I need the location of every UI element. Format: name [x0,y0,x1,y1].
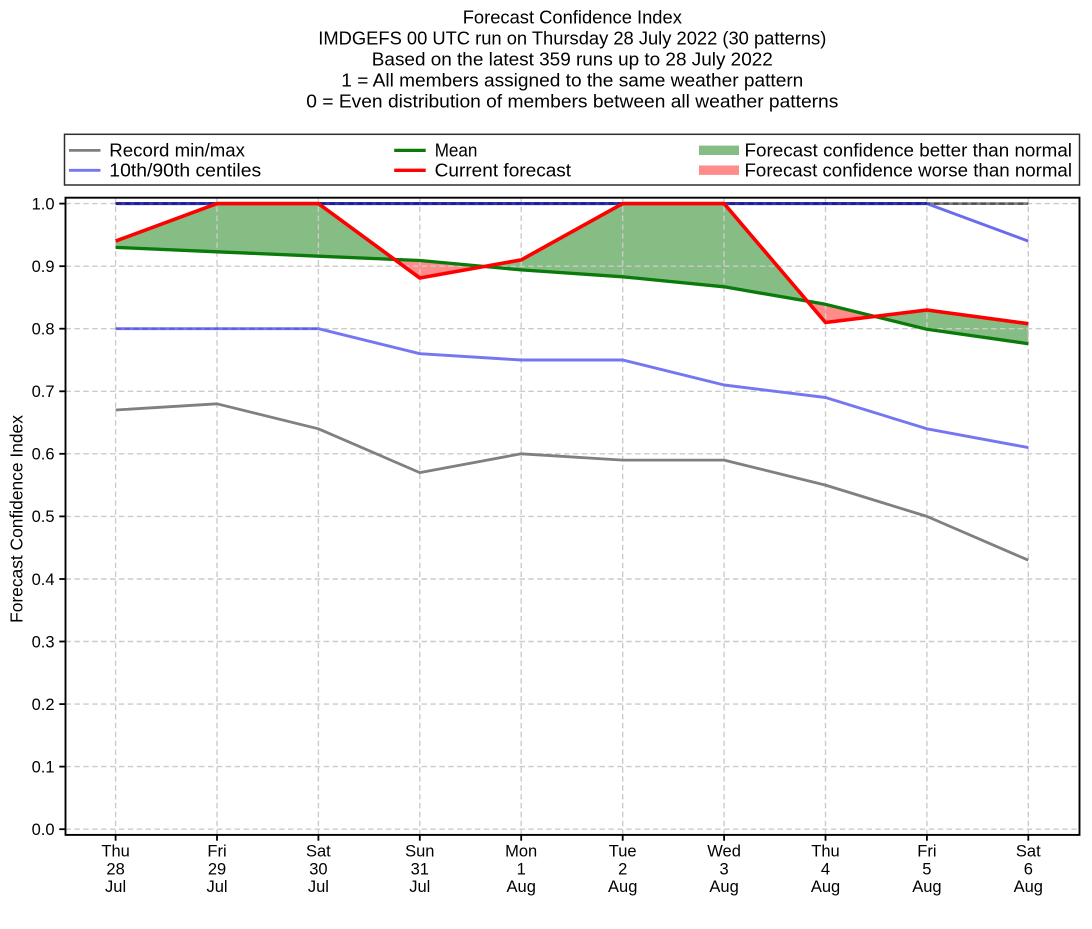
svg-text:29: 29 [208,860,226,878]
svg-text:Forecast Confidence Index: Forecast Confidence Index [7,415,27,623]
svg-text:Mean: Mean [435,140,478,161]
svg-text:1: 1 [517,860,526,878]
svg-text:Aug: Aug [811,878,840,896]
svg-text:Jul: Jul [308,878,329,896]
svg-text:0.8: 0.8 [32,321,55,339]
svg-text:Tue: Tue [609,842,637,860]
svg-text:6: 6 [1024,860,1033,878]
svg-text:Current forecast: Current forecast [435,160,572,181]
svg-text:Jul: Jul [105,878,126,896]
svg-text:Forecast confidence better tha: Forecast confidence better than normal [745,140,1073,161]
svg-text:0.9: 0.9 [32,258,55,276]
svg-text:Fri: Fri [917,842,936,860]
svg-text:1 = All members assigned to th: 1 = All members assigned to the same wea… [341,70,803,91]
svg-text:Sat: Sat [1016,842,1041,860]
svg-text:Thu: Thu [101,842,129,860]
svg-text:0.0: 0.0 [32,821,55,839]
svg-text:3: 3 [720,860,729,878]
svg-text:0.5: 0.5 [32,508,55,526]
svg-text:28: 28 [106,860,124,878]
svg-text:1.0: 1.0 [32,195,55,213]
svg-text:4: 4 [821,860,830,878]
svg-text:Aug: Aug [507,878,536,896]
svg-text:Wed: Wed [707,842,741,860]
svg-text:10th/90th centiles: 10th/90th centiles [109,160,261,181]
svg-text:0.1: 0.1 [32,758,55,776]
svg-text:31: 31 [411,860,429,878]
svg-text:Aug: Aug [1014,878,1043,896]
svg-text:0.2: 0.2 [32,696,55,714]
svg-text:Forecast confidence worse than: Forecast confidence worse than normal [745,160,1073,181]
svg-text:Jul: Jul [206,878,227,896]
svg-text:Fri: Fri [207,842,226,860]
svg-text:Aug: Aug [912,878,941,896]
svg-text:Sat: Sat [306,842,331,860]
svg-text:Mon: Mon [505,842,537,860]
svg-text:Aug: Aug [709,878,738,896]
svg-text:30: 30 [309,860,327,878]
svg-text:0.3: 0.3 [32,633,55,651]
svg-text:Sun: Sun [405,842,434,860]
svg-text:Forecast Confidence Index: Forecast Confidence Index [463,7,683,28]
svg-text:Aug: Aug [608,878,637,896]
svg-text:0.4: 0.4 [32,571,55,589]
svg-text:Based on the latest 359 runs u: Based on the latest 359 runs up to 28 Ju… [372,49,773,70]
svg-text:IMDGEFS 00 UTC run on Thursday: IMDGEFS 00 UTC run on Thursday 28 July 2… [318,28,826,49]
svg-text:5: 5 [922,860,931,878]
svg-text:0.6: 0.6 [32,446,55,464]
svg-text:0 = Even distribution of membe: 0 = Even distribution of members between… [306,91,838,112]
svg-text:Jul: Jul [409,878,430,896]
svg-text:0.7: 0.7 [32,383,55,401]
svg-text:2: 2 [618,860,627,878]
svg-text:Record min/max: Record min/max [109,140,245,161]
svg-text:Thu: Thu [811,842,839,860]
